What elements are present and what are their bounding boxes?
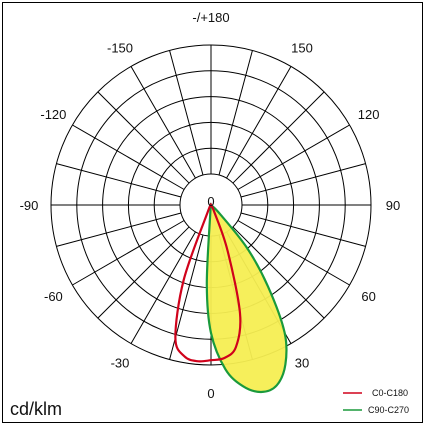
grid-spoke <box>240 212 366 247</box>
series-c0-c180-curve <box>174 202 242 363</box>
angle-label: 120 <box>358 107 380 122</box>
angle-labels: -/+180 150 -150 120 -120 90 -90 60 -60 30 -30 0 0 <box>20 10 401 401</box>
angle-label: 150 <box>291 40 313 55</box>
angle-label: -30 <box>111 356 130 371</box>
grid-spoke <box>237 220 350 286</box>
legend-label-c0: C0-C180 <box>372 388 408 398</box>
grid-spoke <box>226 66 292 179</box>
grid-spoke <box>169 50 204 176</box>
angle-label: 30 <box>295 356 309 371</box>
grid-spoke <box>72 220 185 286</box>
grid-spoke <box>97 226 190 319</box>
grid-spoke <box>237 124 350 190</box>
angle-label: -150 <box>107 40 133 55</box>
angle-label: 90 <box>386 198 400 213</box>
grid-spoke <box>232 91 325 184</box>
grid-spoke <box>218 50 253 176</box>
grid-spoke <box>130 66 196 179</box>
angle-label: -90 <box>20 198 39 213</box>
angle-label: -/+180 <box>192 10 229 25</box>
series-layer <box>174 202 288 394</box>
grid-spoke <box>72 124 185 190</box>
unit-label: cd/klm <box>10 399 62 419</box>
grid-spoke <box>56 212 182 247</box>
legend: C0-C180 C90-C270 <box>343 388 409 415</box>
center-label: 0 <box>207 194 214 209</box>
angle-label: 60 <box>361 289 375 304</box>
grid-spoke <box>240 163 366 198</box>
angle-label: 0 <box>207 386 214 401</box>
grid-spoke <box>56 163 182 198</box>
angle-label: -120 <box>40 107 66 122</box>
series-c90-c270-curve <box>205 202 288 394</box>
grid-spoke <box>97 91 190 184</box>
legend-label-c90: C90-C270 <box>368 405 409 415</box>
grid-spoke <box>232 226 325 319</box>
grid-spoke <box>130 231 196 344</box>
angle-label: -60 <box>44 289 63 304</box>
